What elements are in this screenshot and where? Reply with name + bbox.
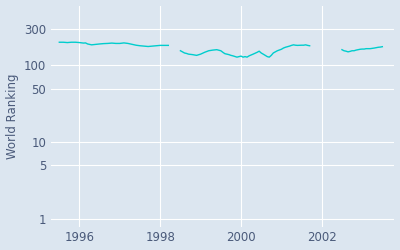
Y-axis label: World Ranking: World Ranking xyxy=(6,73,18,159)
